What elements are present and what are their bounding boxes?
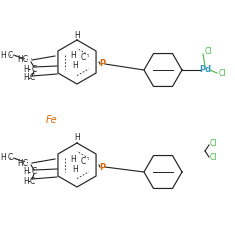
Text: H: H [23,73,29,83]
Text: H: H [0,50,6,60]
Text: Cl: Cl [210,154,218,162]
Text: H: H [74,133,80,143]
Text: Cl: Cl [205,47,212,55]
Text: H: H [74,30,80,40]
Text: HC: HC [17,158,28,168]
Text: C: C [31,65,37,73]
Text: Fe: Fe [46,115,58,125]
Text: H: H [23,176,29,186]
Text: H: H [23,65,29,73]
Text: HC: HC [17,55,28,65]
Text: H: H [0,154,6,162]
Text: C: C [7,50,13,60]
Text: Cl: Cl [210,139,218,149]
Text: H: H [72,164,78,174]
Text: C: C [7,154,13,162]
Text: H: H [70,155,76,163]
Text: Cl: Cl [219,68,227,78]
Text: Pd: Pd [199,66,211,74]
Text: C: C [80,156,86,166]
Text: H: H [72,61,78,71]
Text: ·: · [86,156,88,166]
Text: ·: · [86,54,88,62]
Text: C: C [80,54,86,62]
Text: C: C [31,168,37,176]
Text: H: H [70,52,76,60]
Text: ·: · [29,55,31,65]
Text: C: C [29,176,35,186]
Text: H: H [23,168,29,176]
Text: P: P [99,60,105,68]
Text: C: C [29,73,35,83]
Text: P: P [99,162,105,172]
